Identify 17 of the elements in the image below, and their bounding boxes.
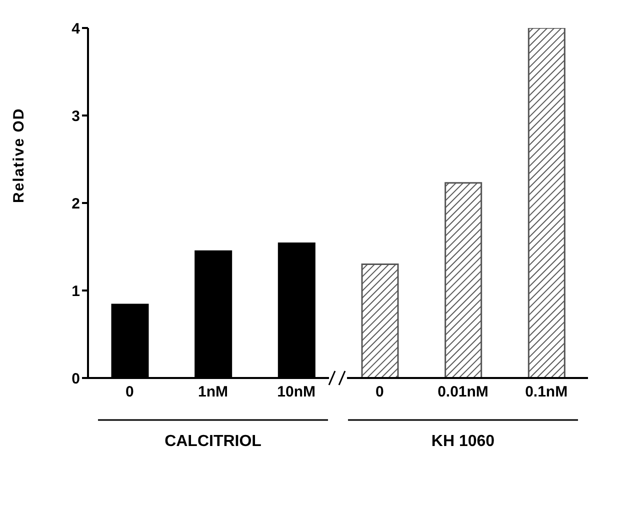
y-axis-title: Relative OD <box>10 108 28 203</box>
x-tick-label: 0 <box>375 384 384 401</box>
bar <box>361 264 399 378</box>
text: KH 1060 <box>431 433 495 450</box>
bar <box>444 182 482 378</box>
x-tick-label: 0.1nM <box>525 384 568 401</box>
bar <box>528 28 566 378</box>
x-tick-label: 0 <box>125 384 134 401</box>
text: CALCITRIOL <box>164 433 262 450</box>
y-tick-label: 4 <box>72 20 81 38</box>
y-tick-label: 0 <box>72 370 80 388</box>
x-tick-label: 10nM <box>277 384 316 401</box>
y-tick-label: 3 <box>72 108 80 125</box>
y-tick-label: 1 <box>72 282 80 300</box>
x-tick-label: 1nM <box>198 384 228 401</box>
x-tick-label: 0.01nM <box>438 384 488 401</box>
y-tick-label: 2 <box>72 195 80 212</box>
